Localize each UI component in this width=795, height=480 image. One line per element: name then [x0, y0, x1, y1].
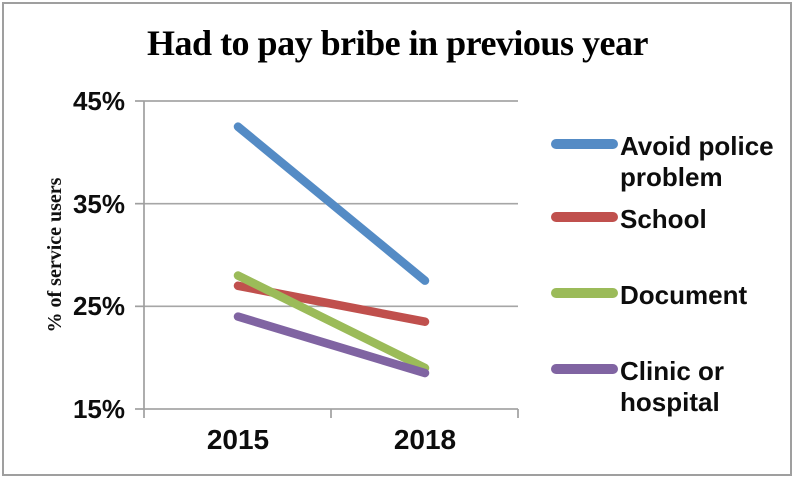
y-tick-label-45: 45%: [72, 86, 125, 116]
series-line-clinic-or-hospital: [233, 312, 430, 378]
series-line-document: [233, 271, 430, 373]
series-line-school: [233, 281, 430, 326]
legend-item-avoid-police-problem: Avoid police problem: [551, 131, 792, 193]
y-tick-label-25: 25%: [72, 291, 125, 321]
x-tick-label-2015: 2015: [206, 424, 270, 455]
legend-swatch-avoid-police-problem-icon: [551, 139, 618, 149]
legend-label-clinic-or-hospital: Clinic or hospital: [620, 356, 725, 417]
legend-swatch-clinic-or-hospital-icon: [551, 364, 618, 374]
legend-swatch-document-icon: [551, 288, 618, 298]
legend-item-school: School: [551, 204, 792, 235]
legend-item-clinic-or-hospital: Clinic or hospital: [551, 356, 792, 418]
legend-label-document: Document: [620, 280, 748, 310]
legend-swatch-school-icon: [551, 212, 618, 222]
y-tick-label-35: 35%: [72, 189, 125, 219]
legend-label-avoid-police-problem: Avoid police problem: [620, 131, 774, 192]
legend: Avoid police problem School Document Cli…: [551, 0, 795, 480]
series-line-avoid-police-problem: [233, 122, 430, 285]
y-tick-label-15: 15%: [72, 394, 125, 424]
legend-label-school: School: [620, 204, 707, 234]
chart-title: Had to pay bribe in previous year: [147, 23, 648, 63]
x-tick-label-2018: 2018: [393, 424, 457, 455]
legend-item-document: Document: [551, 280, 792, 311]
y-axis-title: % of service users: [44, 177, 66, 333]
